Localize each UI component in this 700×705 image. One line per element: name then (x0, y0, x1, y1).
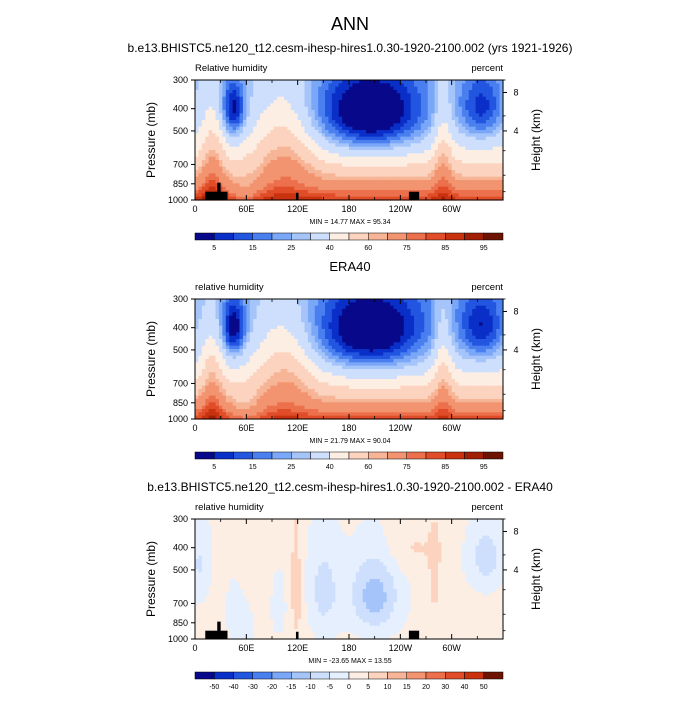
colorbar-label: 5 (212, 245, 216, 252)
y-axis-label: Pressure (mb) (144, 102, 158, 178)
panel-title: b.e13.BHISTC5.ne120_t12.cesm-ihesp-hires… (128, 41, 573, 55)
x-tick-label: 180 (341, 204, 356, 214)
panel-units-label: percent (471, 63, 503, 74)
panel-title: ERA40 (329, 259, 370, 274)
heatmap-cells (195, 80, 504, 201)
colorbar-label: 75 (403, 245, 411, 252)
colorbar-swatch (234, 233, 253, 240)
y2-axis-label: Height (km) (529, 109, 543, 171)
terrain-block (205, 192, 227, 200)
x-tick-label: 60E (238, 204, 254, 214)
y-tick-label: 850 (173, 179, 188, 189)
colorbar-swatch (253, 233, 272, 240)
terrain-block (217, 183, 220, 200)
y2-tick-label: 4 (513, 126, 518, 136)
colorbar-swatch (368, 233, 387, 240)
y-tick-label: 500 (173, 126, 188, 136)
colorbar-swatch (311, 233, 330, 240)
colorbar-swatch (214, 233, 233, 240)
panel-units-label: percent (471, 282, 503, 293)
colorbar-label: 60 (364, 245, 372, 252)
y-tick-label: 400 (173, 104, 188, 114)
panel-variable-label: relative humidity (195, 282, 264, 293)
panels-layer: b.e13.BHISTC5.ne120_t12.cesm-ihesp-hires… (128, 41, 573, 691)
main-title: ANN (331, 14, 369, 34)
colorbar-label: 15 (249, 245, 257, 252)
panel-stats: MIN = 14.77 MAX = 95.34 (310, 219, 391, 226)
colorbar-label: 40 (326, 245, 334, 252)
y-tick-label: 1000 (168, 195, 188, 205)
terrain-block (409, 192, 419, 200)
colorbar-swatch (195, 233, 214, 240)
colorbar-swatch (349, 233, 368, 240)
colorbar-label: 25 (287, 245, 295, 252)
colorbar-swatch (445, 233, 464, 240)
y2-tick-label: 8 (513, 87, 518, 97)
y-tick-label: 700 (173, 159, 188, 169)
x-tick-label: 120W (389, 204, 413, 214)
colorbar-swatch (291, 233, 310, 240)
colorbar-swatch (272, 233, 291, 240)
colorbar-swatch (330, 233, 349, 240)
y-tick-label: 300 (173, 75, 188, 85)
colorbar-swatch (465, 233, 484, 240)
colorbar-swatch (484, 233, 503, 240)
heatmap-cells (195, 299, 504, 420)
colorbar-swatch (426, 233, 445, 240)
colorbar: 5 15 25 40 60 75 85 95 (195, 233, 503, 252)
panel-1: b.e13.BHISTC5.ne120_t12.cesm-ihesp-hires… (128, 41, 573, 252)
colorbar-label: 85 (441, 245, 449, 252)
x-tick-label: 0 (192, 204, 197, 214)
colorbar-label: 95 (480, 245, 488, 252)
panel-variable-label: Relative humidity (195, 63, 268, 74)
x-tick-label: 120E (287, 204, 308, 214)
colorbar-swatch (388, 233, 407, 240)
x-tick-label: 60W (442, 204, 461, 214)
colorbar-swatch (407, 233, 426, 240)
